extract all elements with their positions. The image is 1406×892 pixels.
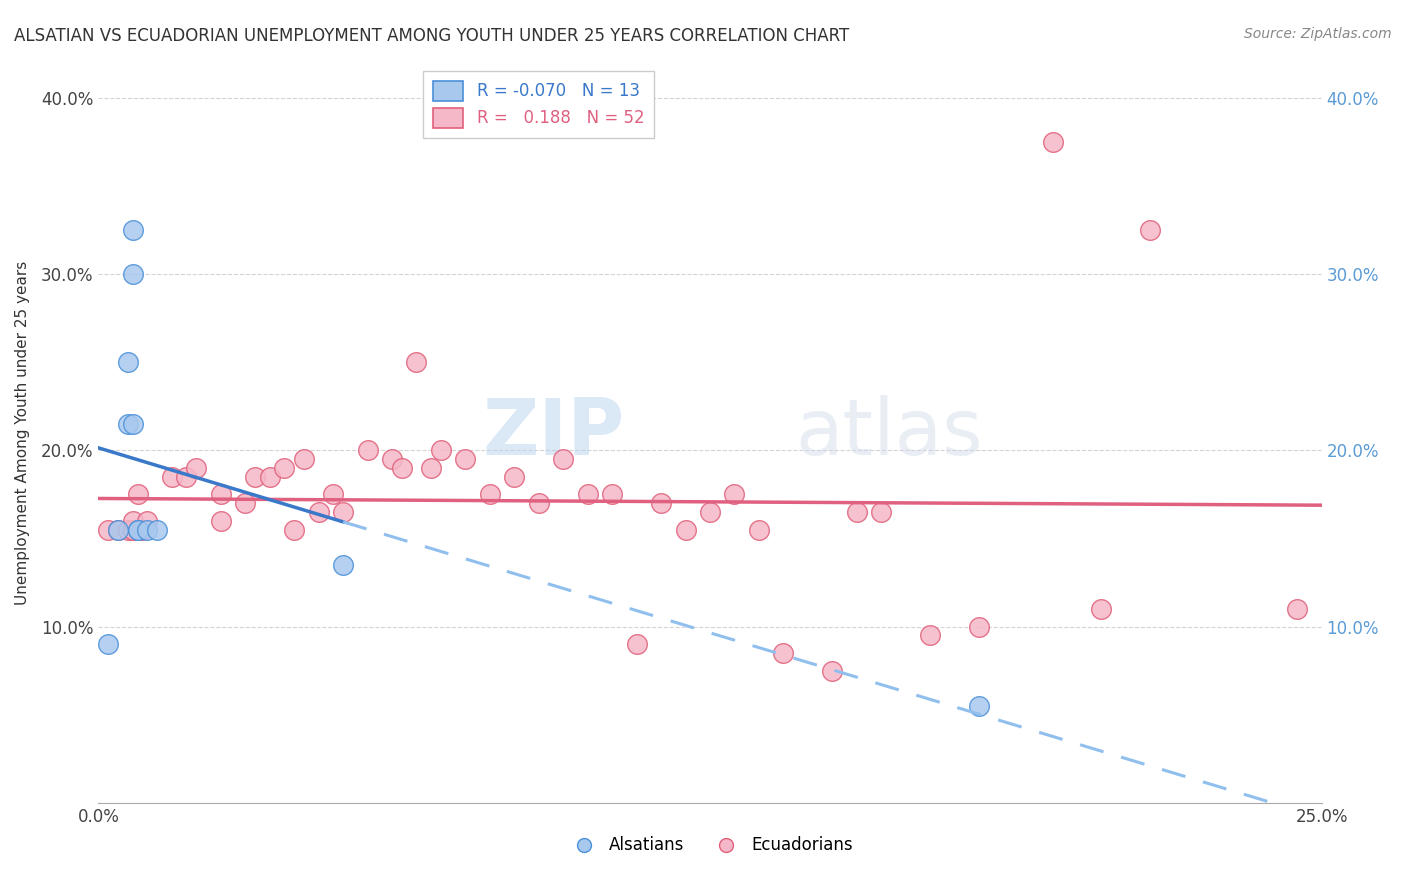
Point [454, 452, 477, 467]
Point [127, 523, 149, 537]
Point [127, 487, 149, 501]
Point [117, 523, 139, 537]
Legend: Alsatians, Ecuadorians: Alsatians, Ecuadorians [561, 830, 859, 861]
Point [1042, 135, 1064, 149]
Point [1286, 602, 1309, 616]
Point [127, 523, 149, 537]
Point [356, 443, 378, 458]
Point [160, 469, 183, 483]
Point [283, 523, 305, 537]
Y-axis label: Unemployment Among Youth under 25 years: Unemployment Among Youth under 25 years [15, 260, 30, 605]
Point [97, 637, 120, 651]
Text: ALSATIAN VS ECUADORIAN UNEMPLOYMENT AMONG YOUTH UNDER 25 YEARS CORRELATION CHART: ALSATIAN VS ECUADORIAN UNEMPLOYMENT AMON… [14, 27, 849, 45]
Point [121, 523, 143, 537]
Point [332, 558, 354, 572]
Point [209, 487, 232, 501]
Point [870, 505, 893, 519]
Point [821, 664, 844, 678]
Point [1139, 223, 1161, 237]
Point [131, 523, 153, 537]
Point [186, 461, 208, 475]
Point [146, 523, 169, 537]
Point [576, 487, 599, 501]
Point [723, 487, 745, 501]
Point [117, 417, 139, 431]
Point [136, 523, 159, 537]
Point [176, 469, 198, 483]
Point [117, 355, 139, 369]
Text: Source: ZipAtlas.com: Source: ZipAtlas.com [1244, 27, 1392, 41]
Point [772, 646, 794, 660]
Point [136, 514, 159, 528]
Point [107, 523, 129, 537]
Point [527, 496, 550, 510]
Point [209, 514, 232, 528]
Point [600, 487, 623, 501]
Point [243, 469, 266, 483]
Point [920, 628, 942, 642]
Point [967, 619, 990, 633]
Point [121, 523, 143, 537]
Point [845, 505, 868, 519]
Point [748, 523, 770, 537]
Point [121, 417, 143, 431]
Point [1090, 602, 1112, 616]
Point [308, 505, 330, 519]
Text: ZIP: ZIP [482, 394, 624, 471]
Point [121, 514, 143, 528]
Point [97, 523, 120, 537]
Point [430, 443, 453, 458]
Point [626, 637, 648, 651]
Point [332, 505, 354, 519]
Point [273, 461, 295, 475]
Point [503, 469, 526, 483]
Point [391, 461, 413, 475]
Point [420, 461, 443, 475]
Point [322, 487, 344, 501]
Point [233, 496, 256, 510]
Point [121, 223, 143, 237]
Point [259, 469, 281, 483]
Point [699, 505, 721, 519]
Point [967, 698, 990, 713]
Point [107, 523, 129, 537]
Text: atlas: atlas [796, 394, 983, 471]
Point [292, 452, 315, 467]
Point [650, 496, 672, 510]
Point [405, 355, 427, 369]
Point [121, 267, 143, 281]
Point [675, 523, 697, 537]
Point [478, 487, 501, 501]
Point [381, 452, 404, 467]
Point [553, 452, 575, 467]
